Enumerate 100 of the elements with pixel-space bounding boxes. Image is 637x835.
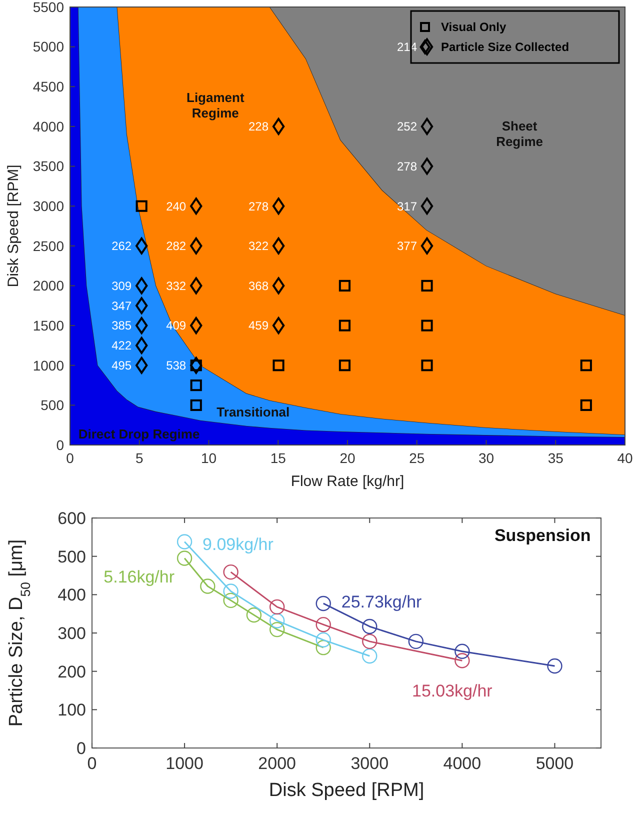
point	[272, 237, 285, 254]
annotation: 278	[248, 199, 269, 214]
x-tick-label: 3000	[350, 754, 389, 773]
point	[272, 118, 285, 135]
x-tick-label: 5000	[536, 754, 574, 773]
point	[135, 336, 148, 354]
point	[190, 237, 202, 254]
annotation: 309	[112, 278, 132, 293]
point	[223, 564, 238, 580]
point	[272, 198, 285, 215]
x-tick-label: 35	[548, 450, 564, 466]
annotation: 385	[112, 318, 132, 333]
annotation: 278	[396, 159, 418, 174]
annotation: 459	[248, 318, 269, 333]
annotation: Transitional	[216, 404, 290, 420]
x-tick-label: 40	[617, 450, 633, 466]
point	[580, 399, 592, 411]
y-tick-label: 100	[58, 700, 86, 720]
annotation: 262	[112, 239, 132, 254]
series-label: 5.16kg/hr	[104, 567, 175, 586]
point	[176, 550, 192, 566]
annotation: 322	[248, 239, 269, 254]
y-tick-label: 500	[58, 547, 86, 566]
series-label: 15.03kg/hr	[412, 682, 493, 701]
point	[420, 198, 434, 215]
point	[408, 634, 424, 650]
y-tick-label: 200	[58, 662, 86, 682]
point	[190, 317, 202, 334]
annotation: 538	[166, 358, 186, 373]
point	[246, 607, 262, 623]
point	[421, 360, 433, 372]
point	[420, 38, 434, 56]
x-tick-label: 30	[478, 450, 494, 466]
point	[135, 317, 148, 334]
point	[223, 592, 238, 608]
x-axis-title: Disk Speed [RPM]	[268, 780, 424, 801]
point	[135, 237, 148, 254]
x-tick-label: 25	[409, 450, 425, 466]
annotation: 332	[166, 278, 186, 293]
y-tick-label: 600	[58, 508, 86, 528]
point	[200, 578, 216, 594]
annotation: 240	[166, 199, 186, 214]
point	[272, 277, 285, 294]
legend-label: Visual Only	[441, 20, 506, 34]
y-tick-label: 300	[58, 624, 86, 643]
point	[135, 277, 148, 294]
point	[316, 596, 331, 612]
x-axis-title: Flow Rate [kg/hr]	[290, 473, 404, 490]
y-tick-label: 1000	[32, 357, 64, 374]
annotation: 377	[396, 239, 418, 254]
point	[269, 622, 285, 638]
point	[190, 356, 202, 374]
annotation: Ligament Regime	[186, 90, 245, 121]
point	[420, 237, 434, 254]
y-tick-label: 0	[76, 738, 86, 758]
x-tick-label: 1000	[166, 754, 204, 773]
point	[136, 200, 148, 212]
point	[269, 599, 285, 615]
point	[316, 640, 331, 656]
point	[362, 618, 378, 634]
point	[135, 356, 148, 374]
point	[580, 360, 592, 372]
point	[454, 653, 470, 668]
annotation: 228	[248, 120, 269, 134]
y-tick-label: 2500	[32, 238, 64, 254]
point	[420, 118, 434, 135]
point	[362, 634, 378, 650]
y-tick-label: 4500	[32, 78, 64, 95]
annotation: Sheet Regime	[496, 118, 544, 150]
point	[421, 280, 433, 292]
x-tick-label: 20	[340, 450, 356, 466]
x-tick-label: 5	[135, 450, 144, 466]
point	[338, 360, 351, 372]
point	[338, 280, 351, 292]
series-label: 25.73kg/hr	[341, 592, 422, 612]
point	[272, 360, 284, 372]
point	[316, 616, 331, 632]
point	[190, 399, 202, 411]
y-tick-label: 400	[58, 586, 86, 605]
annotation: 368	[248, 278, 269, 293]
point	[362, 648, 378, 664]
x-tick-label: 10	[200, 450, 217, 466]
point	[421, 320, 433, 332]
annotation: 282	[166, 239, 186, 254]
y-axis-title: Disk Speed [RPM]	[5, 164, 22, 288]
x-tick-label: 15	[270, 450, 286, 466]
point	[420, 158, 434, 175]
point	[316, 632, 331, 648]
point	[223, 584, 238, 599]
point	[176, 534, 192, 550]
annotation: Direct Drop Regime	[78, 426, 200, 442]
y-tick-label: 5000	[32, 38, 64, 55]
point	[547, 658, 562, 674]
y-tick-label: 2000	[32, 278, 64, 294]
annotation: 422	[112, 338, 132, 353]
point	[338, 320, 351, 332]
legend-label: Particle Size Collected	[441, 40, 570, 54]
y-tick-label: 3500	[32, 158, 64, 174]
y-tick-label: 1500	[32, 317, 64, 334]
point	[454, 644, 470, 659]
